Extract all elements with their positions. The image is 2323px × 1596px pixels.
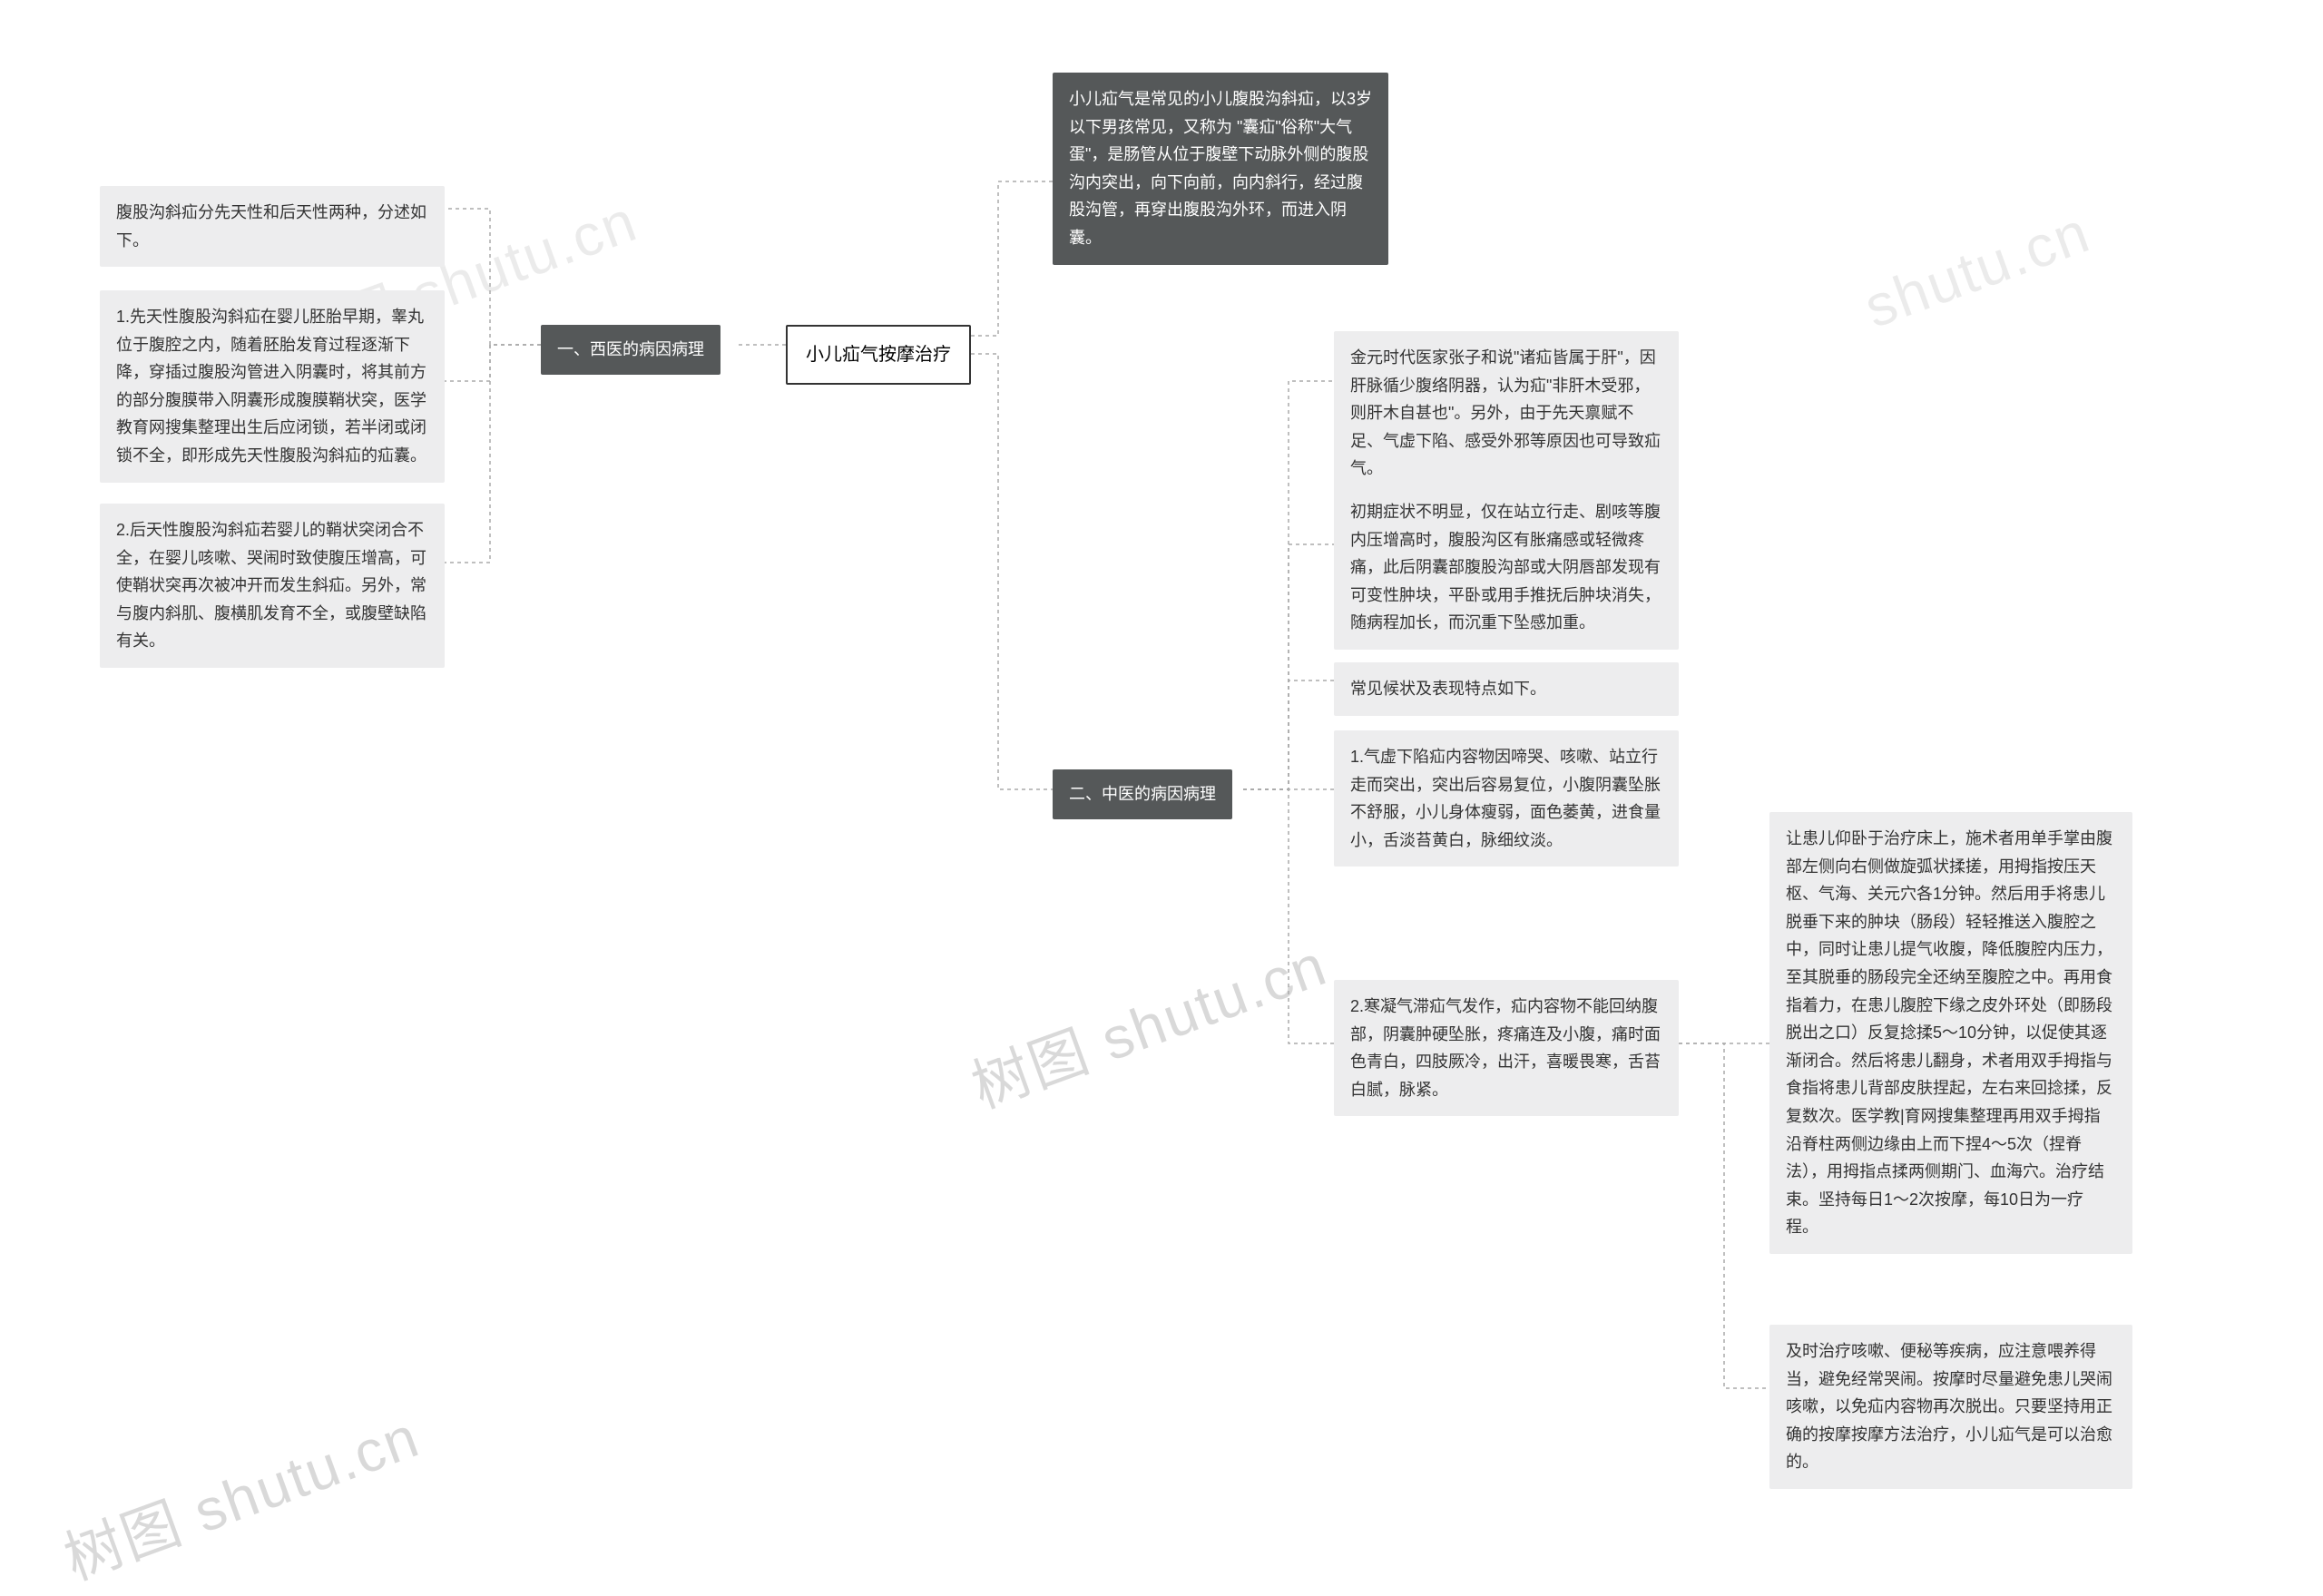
- intro-block[interactable]: 小儿疝气是常见的小儿腹股沟斜疝，以3岁以下男孩常见，又称为 "囊疝"俗称"大气蛋…: [1053, 73, 1388, 265]
- leaf-western-1[interactable]: 1.先天性腹股沟斜疝在婴儿胚胎早期，睾丸位于腹腔之内，随着胚胎发育过程逐渐下降，…: [100, 290, 445, 483]
- leaf-tcm-1[interactable]: 初期症状不明显，仅在站立行走、剧咳等腹内压增高时，腹股沟区有胀痛感或轻微疼痛，此…: [1334, 485, 1679, 650]
- leaf-western-2[interactable]: 2.后天性腹股沟斜疝若婴儿的鞘状突闭合不全，在婴儿咳嗽、哭闹时致使腹压增高，可使…: [100, 504, 445, 668]
- leaf-tcm-3[interactable]: 1.气虚下陷疝内容物因啼哭、咳嗽、站立行走而突出，突出后容易复位，小腹阴囊坠胀不…: [1334, 730, 1679, 867]
- root-node[interactable]: 小儿疝气按摩治疗: [786, 325, 971, 385]
- watermark: 树图 shutu.cn: [52, 1391, 429, 1596]
- leaf-tcm-2[interactable]: 常见候状及表现特点如下。: [1334, 662, 1679, 716]
- leaf-tcm-4[interactable]: 2.寒凝气滞疝气发作，疝内容物不能回纳腹部，阴囊肿硬坠胀，疼痛连及小腹，痛时面色…: [1334, 980, 1679, 1116]
- leaf-tcm-4-0[interactable]: 让患儿仰卧于治疗床上，施术者用单手掌由腹部左侧向右侧做旋弧状揉搓，用拇指按压天枢…: [1769, 812, 2132, 1254]
- leaf-western-0[interactable]: 腹股沟斜疝分先天性和后天性两种，分述如下。: [100, 186, 445, 267]
- watermark: 树图 shutu.cn: [959, 919, 1337, 1125]
- leaf-tcm-4-1[interactable]: 及时治疗咳嗽、便秘等疾病，应注意喂养得当，避免经常哭闹。按摩时尽量避免患儿哭闹咳…: [1769, 1325, 2132, 1489]
- branch-western[interactable]: 一、西医的病因病理: [541, 325, 720, 375]
- leaf-tcm-0[interactable]: 金元时代医家张子和说"诸疝皆属于肝"，因肝脉循少腹络阴器，认为疝"非肝木受邪，则…: [1334, 331, 1679, 495]
- watermark: shutu.cn: [1856, 198, 2099, 341]
- branch-tcm[interactable]: 二、中医的病因病理: [1053, 769, 1232, 819]
